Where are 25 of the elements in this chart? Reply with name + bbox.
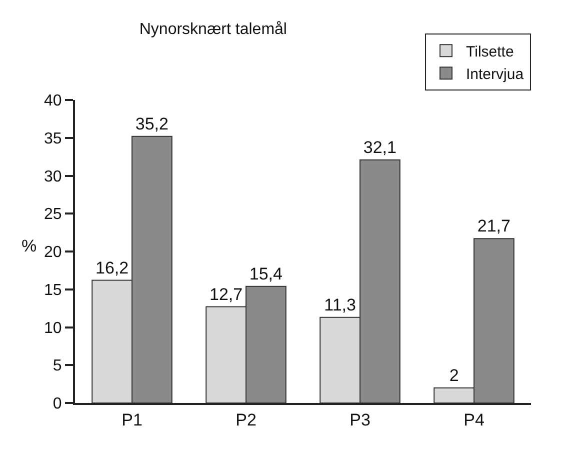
y-tick-label: 25 [44, 206, 62, 224]
y-tick-label: 35 [44, 130, 62, 148]
x-tick-label: P3 [350, 410, 370, 430]
y-tick-label: 40 [44, 92, 62, 110]
y-tick-label: 20 [44, 244, 62, 262]
y-tick-label: 10 [44, 320, 62, 337]
chart-title: Nynorsknært talemål [139, 20, 287, 38]
data-label: 32,1 [363, 138, 396, 157]
legend-label: Tilsette [466, 43, 514, 60]
data-label: 35,2 [135, 114, 168, 134]
data-label: 2 [449, 366, 459, 385]
x-tick-label: P1 [122, 410, 142, 430]
data-label: 15,4 [249, 264, 282, 284]
x-tick-label: P4 [464, 410, 484, 430]
y-tick-label: 30 [44, 168, 62, 186]
y-tick-label: 0 [52, 396, 62, 413]
y-axis-title: % [21, 236, 37, 256]
y-tick-label: 15 [44, 282, 62, 299]
legend-label: Intervjua [466, 66, 524, 83]
data-label: 16,2 [96, 258, 129, 278]
y-tick-label: 5 [52, 358, 62, 375]
data-label: 12,7 [210, 284, 243, 304]
x-tick-label: P2 [236, 410, 256, 430]
data-label: 21,7 [477, 216, 510, 236]
data-label: 11,3 [324, 295, 356, 314]
